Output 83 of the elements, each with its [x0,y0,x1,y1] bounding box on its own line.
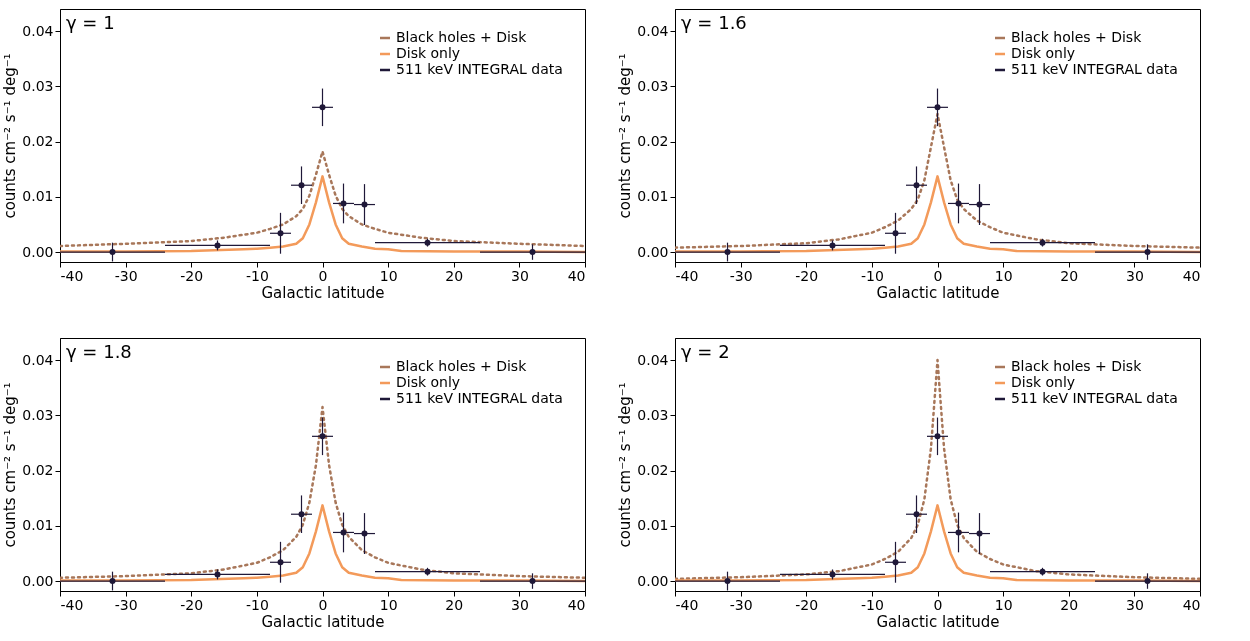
y-tick-label: 0.03 [22,406,54,423]
x-tick-label: -10 [860,596,884,613]
x-tick-label: -30 [729,267,753,284]
y-axis-title: counts cm⁻² s⁻¹ deg⁻¹ [1,53,20,219]
y-tick-label: 0.00 [22,243,54,260]
line-series [60,405,585,579]
y-tick-label: 0.01 [637,188,669,205]
y-tick-label: 0.04 [22,22,54,39]
y-axis-title: counts cm⁻² s⁻¹ deg⁻¹ [616,382,635,548]
x-tick-label: 20 [1060,267,1079,284]
x-tick-label: -10 [245,267,269,284]
x-tick-label: -10 [245,596,269,613]
x-tick-label: -10 [860,267,884,284]
x-tick-label: -20 [180,596,204,613]
x-tick-label: 30 [1125,267,1144,284]
legend-label: Disk only [396,45,461,61]
x-tick-label: -30 [114,596,138,613]
x-tick-label: 40 [1182,596,1201,613]
x-tick-label: 30 [510,596,529,613]
x-tick-label: -20 [795,267,819,284]
x-tick-label: 10 [994,596,1013,613]
y-tick-label: 0.01 [22,188,54,205]
x-tick-label: 0 [933,267,943,284]
x-tick-label: 20 [445,267,464,284]
y-tick-label: 0.03 [22,77,54,94]
y-tick-label: 0.00 [637,572,669,589]
x-axis-title: Galactic latitude [876,283,1000,302]
y-tick-label: 0.01 [637,517,669,534]
x-tick-label: -30 [729,596,753,613]
y-tick-label: 0.04 [637,22,669,39]
y-tick-label: 0.02 [637,133,669,150]
x-tick-label: 10 [994,267,1013,284]
x-tick-label: 40 [567,596,586,613]
x-tick-label: 10 [379,596,398,613]
y-axis-title: counts cm⁻² s⁻¹ deg⁻¹ [616,53,635,219]
y-axis-title: counts cm⁻² s⁻¹ deg⁻¹ [1,382,20,548]
x-axis-title: Galactic latitude [261,283,385,302]
x-tick-label: 0 [933,596,943,613]
x-tick-label: -30 [114,267,138,284]
legend-label: Disk only [1011,374,1076,390]
annotation: γ = 2 [681,341,730,362]
x-tick-label: -40 [60,596,84,613]
legend-label: Black holes + Disk [1011,358,1143,374]
legend-label: Disk only [396,374,461,390]
x-tick-label: 0 [318,267,328,284]
y-tick-label: 0.03 [637,406,669,423]
x-tick-label: -20 [180,267,204,284]
y-tick-label: 0.00 [637,243,669,260]
x-tick-label: 20 [1060,596,1079,613]
line-series [60,150,585,248]
legend-label: Black holes + Disk [396,358,528,374]
x-tick-label: -20 [795,596,819,613]
y-tick-label: 0.02 [637,462,669,479]
y-tick-label: 0.04 [22,351,54,368]
legend-label: Disk only [1011,45,1076,61]
y-tick-label: 0.00 [22,572,54,589]
x-tick-label: 30 [510,267,529,284]
x-tick-label: 30 [1125,596,1144,613]
legend-label: 511 keV INTEGRAL data [1011,390,1178,406]
x-tick-label: 40 [1182,267,1201,284]
x-tick-label: -40 [675,267,699,284]
x-tick-label: 10 [379,267,398,284]
legend-label: 511 keV INTEGRAL data [1011,61,1178,77]
x-tick-label: 0 [318,596,328,613]
x-tick-label: -40 [675,596,699,613]
annotation: γ = 1 [66,12,115,33]
legend-label: Black holes + Disk [1011,29,1143,45]
legend-label: Black holes + Disk [396,29,528,45]
legend-label: 511 keV INTEGRAL data [396,390,563,406]
y-tick-label: 0.03 [637,77,669,94]
x-tick-label: 40 [567,267,586,284]
line-series [675,112,1200,249]
annotation: γ = 1.6 [681,12,747,33]
legend-label: 511 keV INTEGRAL data [396,61,563,77]
y-tick-label: 0.02 [22,462,54,479]
annotation: γ = 1.8 [66,341,132,362]
x-axis-title: Galactic latitude [261,612,385,631]
y-tick-label: 0.02 [22,133,54,150]
x-axis-title: Galactic latitude [876,612,1000,631]
y-tick-label: 0.04 [637,351,669,368]
y-tick-label: 0.01 [22,517,54,534]
x-tick-label: -40 [60,267,84,284]
x-tick-label: 20 [445,596,464,613]
